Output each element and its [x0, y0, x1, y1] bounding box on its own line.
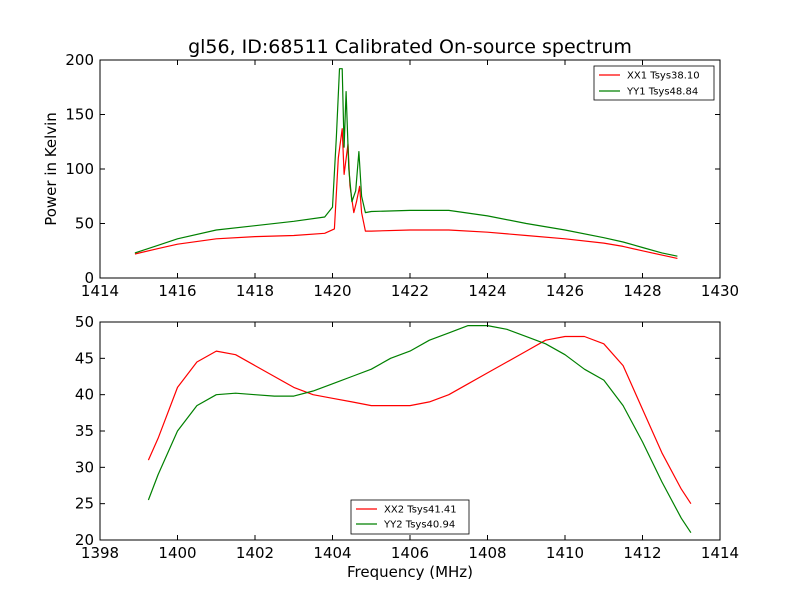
- series-layer: [134, 68, 678, 259]
- x-tick-label: 1412: [623, 544, 661, 562]
- y-tick-label: 40: [75, 386, 94, 404]
- series-line-yy2: [147, 325, 692, 534]
- x-tick-label: 1410: [546, 544, 584, 562]
- series-line-xx1: [134, 128, 678, 259]
- ticks-layer: 1398 1400 1402 1404 1406 1408 1410 1412 1414 20 25…: [75, 313, 739, 562]
- plot-frame: [99, 59, 721, 279]
- y-tick-label: 35: [75, 422, 94, 440]
- x-tick-label: 1404: [313, 544, 351, 562]
- bottom-panel: 1398 1400 1402 1404 1406 1408 1410 1412 1414 20 25…: [75, 313, 739, 581]
- y-tick-label: 100: [65, 160, 94, 178]
- y-tick-label: 45: [75, 349, 94, 367]
- top-panel: 1414 1416 1418 1420 1422 1424 1426 1428 1430 0 50 1…: [42, 51, 739, 300]
- x-tick-label: 1414: [81, 282, 119, 300]
- x-tick-label: 1420: [313, 282, 351, 300]
- legend-label-xx1: XX1 Tsys38.10: [627, 71, 700, 82]
- x-tick-label: 1402: [236, 544, 274, 562]
- legend: XX1 Tsys38.10 YY1 Tsys48.84: [593, 65, 715, 101]
- series-layer: [147, 325, 692, 534]
- series-line-xx2: [147, 335, 692, 505]
- x-tick-label: 1428: [623, 282, 661, 300]
- legend-box: [350, 499, 470, 535]
- legend-label-yy1: YY1 Tsys48.84: [626, 87, 698, 98]
- x-tick-label: 1400: [158, 544, 196, 562]
- y-tick-label: 50: [75, 215, 94, 233]
- series-line-yy1: [134, 68, 678, 257]
- x-tick-label: 1398: [81, 544, 119, 562]
- y-tick-label: 150: [65, 106, 94, 124]
- x-tick-label: 1414: [701, 544, 739, 562]
- ticks-layer: 1414 1416 1418 1420 1422 1424 1426 1428 1430 0 50 1…: [65, 51, 739, 300]
- x-tick-label: 1430: [701, 282, 739, 300]
- legend-label-yy2: YY2 Tsys40.94: [383, 520, 455, 531]
- x-tick-label: 1422: [391, 282, 429, 300]
- y-tick-label: 25: [75, 495, 94, 513]
- legend: XX2 Tsys41.41 YY2 Tsys40.94: [350, 499, 470, 535]
- plot-frame: [99, 321, 721, 541]
- legend-label-xx2: XX2 Tsys41.41: [384, 505, 457, 516]
- y-tick-label: 20: [75, 531, 94, 549]
- y-tick-label: 30: [75, 458, 94, 476]
- y-tick-label: 50: [75, 313, 94, 331]
- y-axis-label: Power in Kelvin: [42, 112, 60, 226]
- y-tick-label: 200: [65, 51, 94, 69]
- chart-title: gl56, ID:68511 Calibrated On-source spec…: [188, 36, 632, 58]
- x-tick-label: 1416: [158, 282, 196, 300]
- x-axis-label: Frequency (MHz): [347, 563, 473, 581]
- legend-box: [593, 65, 715, 101]
- x-tick-label: 1408: [468, 544, 506, 562]
- x-tick-label: 1424: [468, 282, 506, 300]
- x-tick-label: 1426: [546, 282, 584, 300]
- y-tick-label: 0: [84, 269, 94, 287]
- x-tick-label: 1406: [391, 544, 429, 562]
- x-tick-label: 1418: [236, 282, 274, 300]
